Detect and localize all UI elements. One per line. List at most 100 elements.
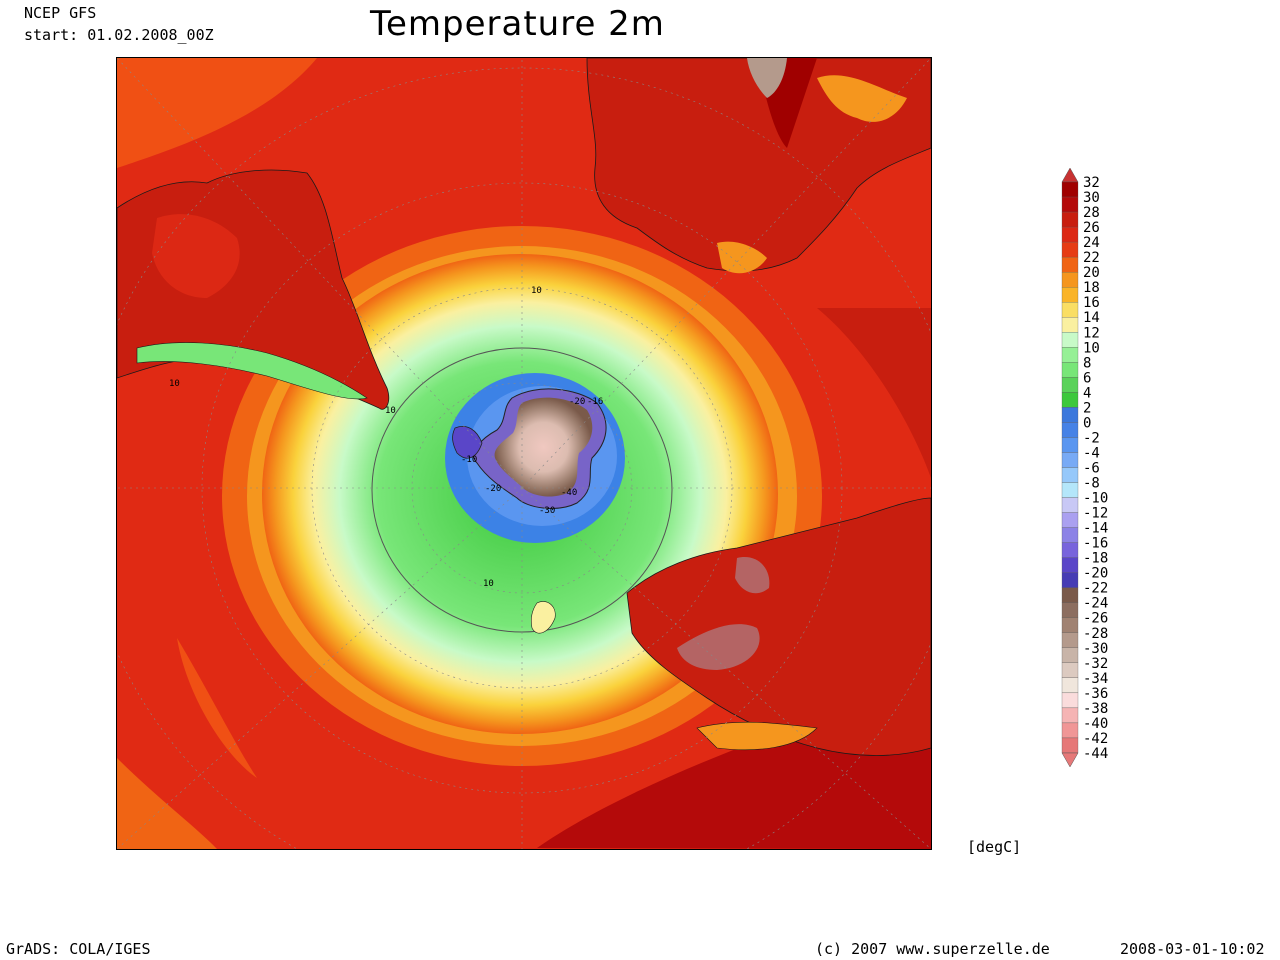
colorbar-swatch <box>1061 587 1079 603</box>
colorbar-swatch <box>1061 707 1079 724</box>
colorbar-tick-label: 24 <box>1083 235 1100 251</box>
colorbar-swatch <box>1061 572 1079 588</box>
colorbar-swatch <box>1061 362 1079 378</box>
colorbar-tick-label: -44 <box>1083 746 1108 762</box>
colorbar-tick-label: 10 <box>1083 340 1100 356</box>
colorbar-swatch <box>1061 317 1079 333</box>
contour-label: 10 <box>483 579 494 589</box>
colorbar-swatch <box>1061 377 1079 393</box>
colorbar-tick-label: -32 <box>1083 656 1108 672</box>
colorbar-tick-label: 4 <box>1083 385 1091 401</box>
colorbar-swatch <box>1061 647 1079 663</box>
antarctica-ice <box>494 397 593 497</box>
colorbar-swatch <box>1061 392 1079 408</box>
contour-label: -40 <box>561 488 577 498</box>
colorbar-swatch <box>1061 527 1079 543</box>
colorbar-swatch <box>1061 302 1079 318</box>
contour-label: -20 <box>569 397 585 407</box>
colorbar-swatch <box>1061 241 1079 258</box>
australia <box>626 497 931 756</box>
colorbar-tick-label: 14 <box>1083 310 1100 326</box>
colorbar-tick-label: 0 <box>1083 415 1091 431</box>
colorbar-tick-label: 16 <box>1083 295 1100 311</box>
unit-label: [degC] <box>967 838 1022 856</box>
colorbar-bottom-arrow <box>1061 752 1079 768</box>
madagascar <box>717 241 767 274</box>
warm-patch <box>117 58 317 168</box>
colorbar-swatch <box>1061 272 1079 288</box>
colorbar-tick-label: 32 <box>1083 175 1100 191</box>
warm-streak <box>177 638 257 778</box>
contour-label: -20 <box>485 484 501 494</box>
colorbar-swatch <box>1061 482 1079 498</box>
contour-label: -30 <box>539 506 555 516</box>
colorbar-swatch <box>1061 677 1079 694</box>
map-canvas: 10 10 10 10 -10 -20 -20 -16 -30 -40 <box>117 58 931 849</box>
colorbar-swatch <box>1061 181 1079 198</box>
warm-corner <box>117 758 217 849</box>
colorbar-tick-label: -10 <box>1083 491 1108 507</box>
colorbar-swatch <box>1061 617 1079 633</box>
colorbar-swatch <box>1061 497 1079 513</box>
colorbar-swatch <box>1061 437 1079 453</box>
australia-cool-interior <box>735 557 770 594</box>
colorbar-tick-label: -22 <box>1083 581 1108 597</box>
color-legend: 32302826242220181614121086420-2-4-6-8-10… <box>1061 168 1108 768</box>
colorbar-tick-label: -36 <box>1083 686 1108 702</box>
colorbar-tick-label: -24 <box>1083 596 1108 612</box>
colorbar-tick-label: -40 <box>1083 716 1108 732</box>
colorbar-tick-label: 2 <box>1083 400 1091 416</box>
colorbar-swatch <box>1061 512 1079 528</box>
colorbar-tick-label: 18 <box>1083 280 1100 296</box>
contour-label: -10 <box>461 455 477 465</box>
colorbar-swatch <box>1061 407 1079 423</box>
color-legend-swatches <box>1061 168 1079 768</box>
saharan-cool-zone <box>747 58 787 98</box>
contour-label: -16 <box>587 397 603 407</box>
software-credit: GrADS: COLA/IGES <box>6 940 151 958</box>
colorbar-tick-label: -26 <box>1083 611 1108 627</box>
colorbar-swatch <box>1061 196 1079 213</box>
colorbar-top-arrow <box>1061 168 1079 183</box>
copyright-notice: (c) 2007 www.superzelle.de <box>815 940 1050 958</box>
colorbar-tick-label: -4 <box>1083 445 1100 461</box>
colorbar-tick-label: 8 <box>1083 355 1091 371</box>
colorbar-swatch <box>1061 557 1079 573</box>
antarctic-peninsula <box>452 426 483 459</box>
colorbar-swatch <box>1061 722 1079 739</box>
colorbar-tick-label: 6 <box>1083 370 1091 386</box>
colorbar-tick-label: -42 <box>1083 731 1108 747</box>
colorbar-swatch <box>1061 452 1079 468</box>
colorbar-tick-label: 22 <box>1083 250 1100 266</box>
contour-label: 10 <box>385 406 396 416</box>
colorbar-tick-label: -16 <box>1083 536 1108 552</box>
new-guinea <box>696 721 818 751</box>
colorbar-tick-label: -28 <box>1083 626 1108 642</box>
colorbar-tick-label: 12 <box>1083 325 1100 341</box>
colorbar-swatch <box>1061 662 1079 678</box>
colorbar-tick-label: 30 <box>1083 190 1100 206</box>
colorbar-swatch <box>1061 467 1079 483</box>
temperature-map: 10 10 10 10 -10 -20 -20 -16 -30 -40 <box>116 57 932 850</box>
colorbar-swatch <box>1061 226 1079 243</box>
model-label: NCEP GFS <box>24 4 97 22</box>
colorbar-tick-label: -20 <box>1083 566 1108 582</box>
colorbar-tick-label: -12 <box>1083 506 1108 522</box>
colorbar-swatch <box>1061 332 1079 348</box>
australia-cool-interior <box>677 624 760 670</box>
colorbar-tick-label: -8 <box>1083 476 1100 492</box>
contour-label: 10 <box>169 379 180 389</box>
colorbar-tick-label: 28 <box>1083 205 1100 221</box>
amazon-region <box>152 214 240 298</box>
colorbar-swatch <box>1061 692 1079 709</box>
colorbar-tick-label: 20 <box>1083 265 1100 281</box>
colorbar-swatch <box>1061 287 1079 303</box>
color-legend-labels: 32302826242220181614121086420-2-4-6-8-10… <box>1083 175 1108 762</box>
colorbar-tick-label: -18 <box>1083 551 1108 567</box>
colorbar-swatch <box>1061 422 1079 438</box>
colorbar-swatch <box>1061 632 1079 648</box>
colorbar-swatch <box>1061 737 1079 754</box>
colorbar-tick-label: -34 <box>1083 671 1108 687</box>
timestamp: 2008-03-01-10:02 <box>1120 940 1265 958</box>
start-time-label: start: 01.02.2008_00Z <box>24 26 214 44</box>
